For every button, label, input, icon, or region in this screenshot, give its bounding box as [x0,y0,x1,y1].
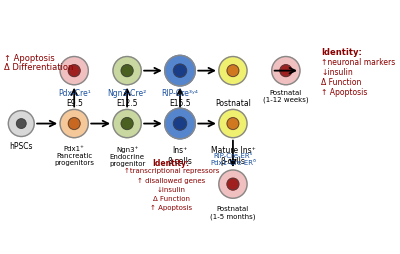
Circle shape [68,118,80,130]
Text: Identity:: Identity: [153,159,190,168]
Text: Pdx-Cre¹: Pdx-Cre¹ [58,89,90,98]
Circle shape [227,179,239,190]
Text: Δ Function: Δ Function [153,195,190,201]
Circle shape [219,110,247,138]
Circle shape [272,57,300,85]
Text: E9.5: E9.5 [66,99,83,108]
Circle shape [174,118,186,131]
Circle shape [280,66,292,77]
Circle shape [68,66,80,77]
Circle shape [113,57,141,85]
Text: RIP-Cre³ʸ⁴: RIP-Cre³ʸ⁴ [162,89,198,98]
Text: hPSCs: hPSCs [10,142,33,151]
Circle shape [8,111,34,137]
Circle shape [227,66,239,77]
Text: ↑ Apoptosis: ↑ Apoptosis [321,88,368,97]
Text: Postnatal
(1-12 weeks): Postnatal (1-12 weeks) [263,89,309,103]
Circle shape [121,118,133,130]
Text: Postnatal: Postnatal [215,99,251,108]
Text: ↑neuronal markers: ↑neuronal markers [321,58,395,67]
Text: ↑ disallowed genes: ↑ disallowed genes [137,177,205,183]
Text: ↑ Apoptosis: ↑ Apoptosis [150,204,192,210]
Text: RIP-Cre-ER⁵
Pdx1-Cre-ER⁶: RIP-Cre-ER⁵ Pdx1-Cre-ER⁶ [210,152,256,165]
Circle shape [113,110,141,138]
Text: Δ Differentiation: Δ Differentiation [4,62,73,72]
Text: Ins⁺
β-cells: Ins⁺ β-cells [168,146,192,165]
Text: Postnatal
(1-5 months): Postnatal (1-5 months) [210,205,256,219]
Text: ↓insulin: ↓insulin [157,186,186,192]
Circle shape [219,57,247,85]
Circle shape [227,118,239,130]
Circle shape [60,110,88,138]
Text: ↑transcriptional repressors: ↑transcriptional repressors [124,168,219,174]
Text: ↓insulin: ↓insulin [321,68,353,77]
Text: ↑ Apoptosis: ↑ Apoptosis [4,54,54,63]
Circle shape [165,109,195,139]
Text: E12.5: E12.5 [116,99,138,108]
Text: E15.5: E15.5 [169,99,191,108]
Circle shape [219,170,247,198]
Circle shape [165,56,195,87]
Text: Identity:: Identity: [321,48,362,57]
Text: Pdx1⁺
Pancreatic
progenitors: Pdx1⁺ Pancreatic progenitors [54,146,94,166]
Circle shape [121,66,133,77]
Text: Ngn3-Cre²: Ngn3-Cre² [108,89,147,98]
Circle shape [60,57,88,85]
Text: Mature Ins⁺
β-cells: Mature Ins⁺ β-cells [210,146,255,165]
Circle shape [16,119,26,129]
Text: Ngn3⁺
Endocrine
progenitor: Ngn3⁺ Endocrine progenitor [109,146,145,166]
Text: Δ Function: Δ Function [321,78,362,87]
Circle shape [174,65,186,78]
